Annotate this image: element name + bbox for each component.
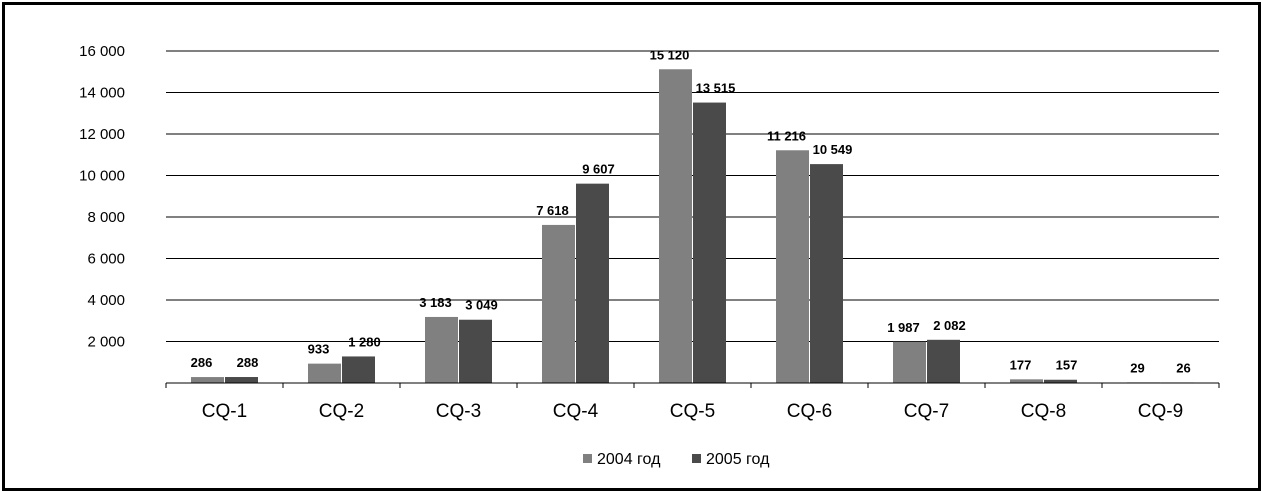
data-labels: 286 288 933 1 280 3 183 3 049 7 618 9 607 15 120… (191, 47, 1191, 375)
y-tick-label: 6 000 (87, 251, 125, 268)
bar-2004-cq-8 (1010, 379, 1043, 383)
bar-2005-cq-6 (810, 164, 843, 383)
x-axis: CQ-1 CQ-2 CQ-3 CQ-4 CQ-5 CQ-6 CQ-7 CQ-8 CQ-9 (165, 382, 1220, 422)
data-label: 286 (191, 355, 213, 370)
x-tick-label: CQ-6 (787, 401, 832, 422)
x-tick-label: CQ-1 (202, 401, 247, 422)
y-tick-label: 16 000 (79, 43, 125, 60)
data-label: 933 (308, 342, 330, 357)
bar-2004-cq-6 (776, 150, 809, 383)
bar-2005-cq-3 (459, 319, 492, 383)
bar-2004-cq-4 (542, 224, 575, 383)
bar-2005-cq-4 (576, 183, 609, 383)
y-tick-label: 4 000 (87, 292, 125, 309)
data-label: 26 (1176, 360, 1190, 375)
bar-2004-cq-2 (308, 363, 341, 383)
legend-swatch (583, 454, 592, 463)
x-tick-label: CQ-3 (436, 401, 481, 422)
bar-2005-cq-2 (342, 356, 375, 383)
data-label: 2 082 (933, 318, 966, 333)
legend-label: 2004 год (597, 451, 661, 468)
legend-label: 2005 год (706, 451, 770, 468)
x-tick-label: CQ-4 (553, 401, 599, 422)
data-label: 157 (1056, 358, 1078, 373)
y-tick-label: 2 000 (87, 334, 125, 351)
y-tick-label: 14 000 (79, 85, 125, 102)
gridlines (166, 50, 1219, 342)
x-tick-label: CQ-8 (1021, 401, 1066, 422)
x-tick-label: CQ-9 (1138, 401, 1183, 422)
data-label: 3 183 (419, 295, 452, 310)
bar-2004-cq-7 (893, 341, 926, 383)
bar-2005-cq-7 (927, 339, 960, 383)
y-tick-label: 8 000 (87, 209, 125, 226)
x-tick-label: CQ-7 (904, 401, 949, 422)
data-label: 11 216 (767, 128, 806, 143)
y-axis-tick-labels: 2 000 4 000 6 000 8 000 10 000 12 000 14 000 16… (79, 43, 125, 351)
legend: 2004 год 2005 год (583, 451, 770, 468)
bar-2004-cq-5 (659, 69, 692, 383)
bar-2005-cq-1 (225, 377, 258, 383)
data-label: 7 618 (536, 203, 569, 218)
bar-2005-cq-5 (693, 102, 726, 383)
data-label: 288 (237, 355, 259, 370)
data-label: 29 (1130, 360, 1144, 375)
data-label: 1 280 (348, 334, 381, 349)
bars (191, 69, 1194, 383)
bar-2004-cq-1 (191, 377, 224, 383)
bar-2005-cq-8 (1044, 379, 1077, 383)
x-tick-label: CQ-5 (670, 401, 715, 422)
y-tick-label: 10 000 (79, 168, 125, 185)
data-label: 13 515 (696, 81, 736, 96)
y-tick-label: 12 000 (79, 126, 125, 143)
data-label: 1 987 (887, 320, 920, 335)
x-tick-label: CQ-2 (319, 401, 364, 422)
bar-2004-cq-3 (425, 316, 458, 383)
data-label: 15 120 (650, 47, 690, 62)
data-label: 9 607 (582, 162, 615, 177)
legend-swatch (692, 454, 701, 463)
data-label: 3 049 (465, 298, 498, 313)
data-label: 177 (1010, 357, 1032, 372)
data-label: 10 549 (813, 142, 853, 157)
